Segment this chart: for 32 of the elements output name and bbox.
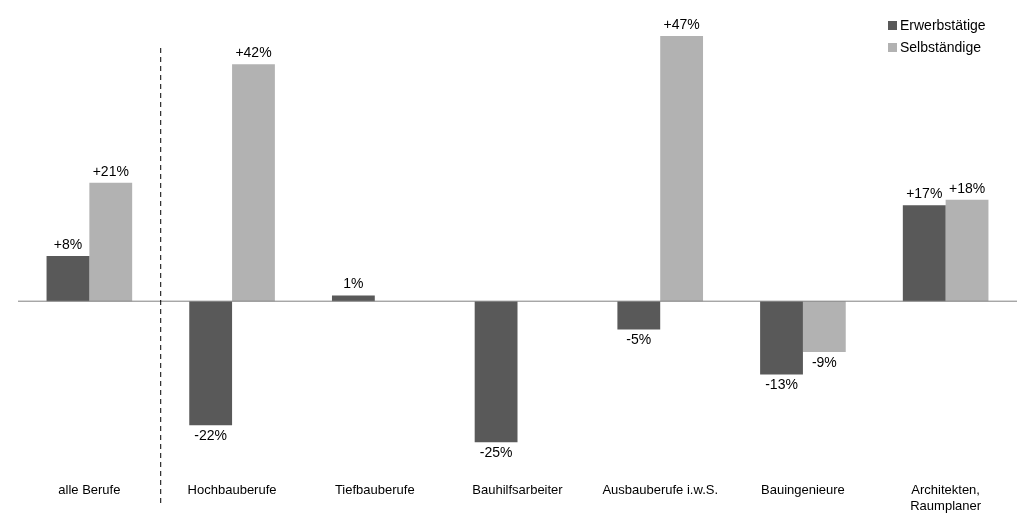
bar <box>474 301 518 443</box>
data-label: +42% <box>235 44 272 61</box>
data-label: -22% <box>194 427 228 444</box>
data-label: -9% <box>811 353 837 370</box>
x-tick-label: Bauhilfsarbeiter <box>472 482 564 498</box>
x-tick-label: Hochbauberufe <box>187 482 277 498</box>
data-label: +47% <box>663 15 700 32</box>
data-label: +18% <box>948 179 986 196</box>
bar <box>46 256 90 302</box>
data-label: +21% <box>92 162 129 179</box>
legend-label: Selbständige <box>900 38 981 57</box>
bar <box>89 182 133 302</box>
data-label: 1% <box>343 275 364 292</box>
data-label: -5% <box>626 331 652 348</box>
bar <box>945 199 989 302</box>
bar <box>660 36 704 302</box>
x-tick-label: alle Berufe <box>58 482 121 498</box>
data-label: +8% <box>53 235 83 252</box>
legend-label: Erwerbstätige <box>900 16 986 35</box>
bar <box>760 301 803 375</box>
bar <box>802 301 846 352</box>
x-tick-label: Bauingenieure <box>761 482 845 498</box>
x-tick-label: Ausbauberufe i.w.S. <box>602 482 719 498</box>
bar <box>189 301 233 426</box>
data-label: -13% <box>765 376 798 393</box>
x-tick-label: Tiefbauberufe <box>334 482 415 498</box>
x-tick-label: Architekten, Raumplaner <box>910 482 982 513</box>
bar <box>617 301 661 330</box>
bar <box>232 64 275 302</box>
data-label: -25% <box>479 444 513 461</box>
bar <box>902 205 946 302</box>
data-label: +17% <box>906 185 943 202</box>
